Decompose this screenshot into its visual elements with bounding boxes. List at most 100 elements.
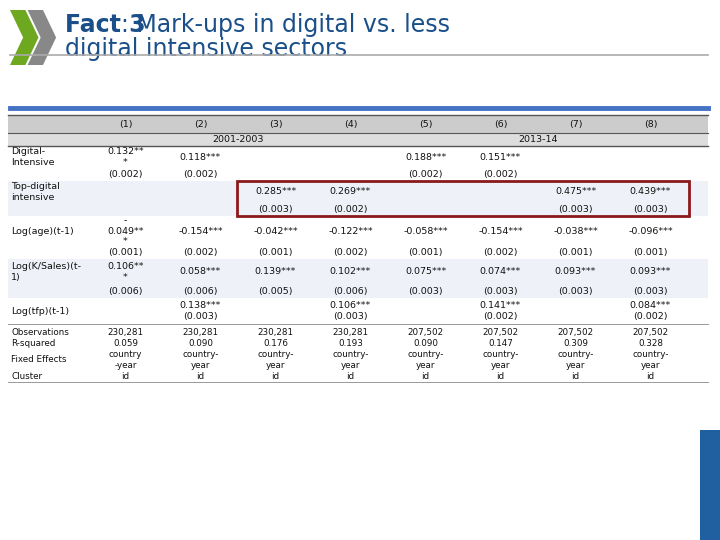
Text: country-
year: country- year — [257, 350, 294, 370]
Bar — [8, 168, 708, 181]
Text: Log(age)(t-1): Log(age)(t-1) — [11, 226, 73, 235]
Text: (0.003): (0.003) — [633, 287, 668, 296]
Text: 0.269***: 0.269*** — [330, 187, 371, 197]
Text: -0.154***: -0.154*** — [478, 226, 523, 235]
Text: Top-digital
intensive: Top-digital intensive — [11, 183, 60, 202]
Text: (4): (4) — [343, 119, 357, 129]
Text: 230,281: 230,281 — [258, 328, 294, 337]
Text: 0.084***
(0.002): 0.084*** (0.002) — [630, 301, 671, 321]
Bar — [8, 216, 708, 246]
Bar — [8, 259, 708, 285]
Text: 207,502: 207,502 — [632, 328, 669, 337]
Text: -
0.049**
*: - 0.049** * — [107, 216, 144, 246]
Bar — [8, 115, 708, 133]
Text: 2013-14: 2013-14 — [518, 135, 558, 144]
Text: 0.139***: 0.139*** — [255, 267, 296, 276]
Text: 0.188***: 0.188*** — [405, 152, 446, 161]
Text: (0.002): (0.002) — [184, 170, 217, 179]
Polygon shape — [10, 10, 38, 65]
Text: (0.003): (0.003) — [408, 287, 443, 296]
Text: 0.093***: 0.093*** — [555, 267, 596, 276]
Bar — [700, 430, 720, 540]
Text: 0.106***
(0.003): 0.106*** (0.003) — [330, 301, 371, 321]
Text: 0.439***: 0.439*** — [630, 187, 671, 197]
Text: 0.075***: 0.075*** — [405, 267, 446, 276]
Text: Observations: Observations — [11, 328, 69, 337]
Text: -0.038***: -0.038*** — [553, 226, 598, 235]
Text: R-squared: R-squared — [11, 339, 55, 348]
Bar — [8, 298, 708, 324]
Text: country-
year: country- year — [557, 350, 594, 370]
Text: 0.074***: 0.074*** — [480, 267, 521, 276]
Text: country
-year: country -year — [109, 350, 142, 370]
Bar — [237, 181, 689, 216]
Text: 0.132**
*: 0.132** * — [107, 147, 144, 167]
Text: id: id — [197, 372, 204, 381]
Bar — [8, 285, 708, 298]
Text: 0.106**
*: 0.106** * — [107, 262, 144, 282]
Bar — [8, 203, 708, 216]
Text: (0.006): (0.006) — [108, 287, 143, 296]
Text: Fact 3: Fact 3 — [65, 13, 145, 37]
Text: 0.059: 0.059 — [113, 339, 138, 348]
Text: 207,502: 207,502 — [557, 328, 593, 337]
Text: 0.141***
(0.002): 0.141*** (0.002) — [480, 301, 521, 321]
Text: (1): (1) — [119, 119, 132, 129]
Text: 0.090: 0.090 — [188, 339, 213, 348]
Text: country-
year: country- year — [333, 350, 369, 370]
Text: (0.001): (0.001) — [408, 248, 443, 257]
Text: 0.328: 0.328 — [638, 339, 663, 348]
Text: (0.002): (0.002) — [408, 170, 443, 179]
Text: id: id — [271, 372, 279, 381]
Text: 207,502: 207,502 — [408, 328, 444, 337]
Text: 0.309: 0.309 — [563, 339, 588, 348]
Text: (0.002): (0.002) — [333, 205, 368, 214]
Text: (0.005): (0.005) — [258, 287, 293, 296]
Text: (0.006): (0.006) — [184, 287, 217, 296]
Text: (0.002): (0.002) — [184, 248, 217, 257]
Text: 207,502: 207,502 — [482, 328, 518, 337]
Text: (0.003): (0.003) — [633, 205, 668, 214]
Text: (5): (5) — [419, 119, 432, 129]
Text: (0.003): (0.003) — [258, 205, 293, 214]
Text: Fixed Effects: Fixed Effects — [11, 355, 66, 364]
Text: 0.102***: 0.102*** — [330, 267, 371, 276]
Text: country-
year: country- year — [408, 350, 444, 370]
Text: id: id — [496, 372, 505, 381]
Text: 0.058***: 0.058*** — [180, 267, 221, 276]
Text: (8): (8) — [644, 119, 657, 129]
Text: (0.002): (0.002) — [108, 170, 143, 179]
Text: id: id — [572, 372, 580, 381]
Text: digital intensive sectors: digital intensive sectors — [65, 37, 347, 61]
Text: (2): (2) — [194, 119, 207, 129]
Text: (0.001): (0.001) — [634, 248, 667, 257]
Text: Digital-
Intensive: Digital- Intensive — [11, 147, 55, 167]
Text: 0.138***
(0.003): 0.138*** (0.003) — [180, 301, 221, 321]
Text: country-
year: country- year — [482, 350, 518, 370]
Text: -0.096***: -0.096*** — [628, 226, 672, 235]
Text: (0.006): (0.006) — [333, 287, 368, 296]
Text: 0.147: 0.147 — [488, 339, 513, 348]
Text: (0.001): (0.001) — [258, 248, 293, 257]
Bar — [8, 181, 708, 203]
Text: 0.151***: 0.151*** — [480, 152, 521, 161]
Text: Log(K/Sales)(t-
1): Log(K/Sales)(t- 1) — [11, 262, 81, 282]
Text: Log(tfp)(t-1): Log(tfp)(t-1) — [11, 307, 69, 315]
Text: -0.122***: -0.122*** — [328, 226, 373, 235]
Text: 0.118***: 0.118*** — [180, 152, 221, 161]
Text: -0.154***: -0.154*** — [178, 226, 222, 235]
Text: (0.003): (0.003) — [558, 205, 593, 214]
Text: -0.058***: -0.058*** — [403, 226, 448, 235]
Text: (0.003): (0.003) — [483, 287, 518, 296]
Text: 0.475***: 0.475*** — [555, 187, 596, 197]
Text: (0.002): (0.002) — [483, 170, 518, 179]
Text: 230,281: 230,281 — [333, 328, 369, 337]
Bar — [8, 246, 708, 259]
Text: id: id — [647, 372, 654, 381]
Text: (0.003): (0.003) — [558, 287, 593, 296]
Bar — [8, 146, 708, 168]
Text: 230,281: 230,281 — [182, 328, 218, 337]
Text: : Mark-ups in digital vs. less: : Mark-ups in digital vs. less — [121, 13, 450, 37]
Text: Cluster: Cluster — [11, 372, 42, 381]
Text: country-
year: country- year — [182, 350, 219, 370]
